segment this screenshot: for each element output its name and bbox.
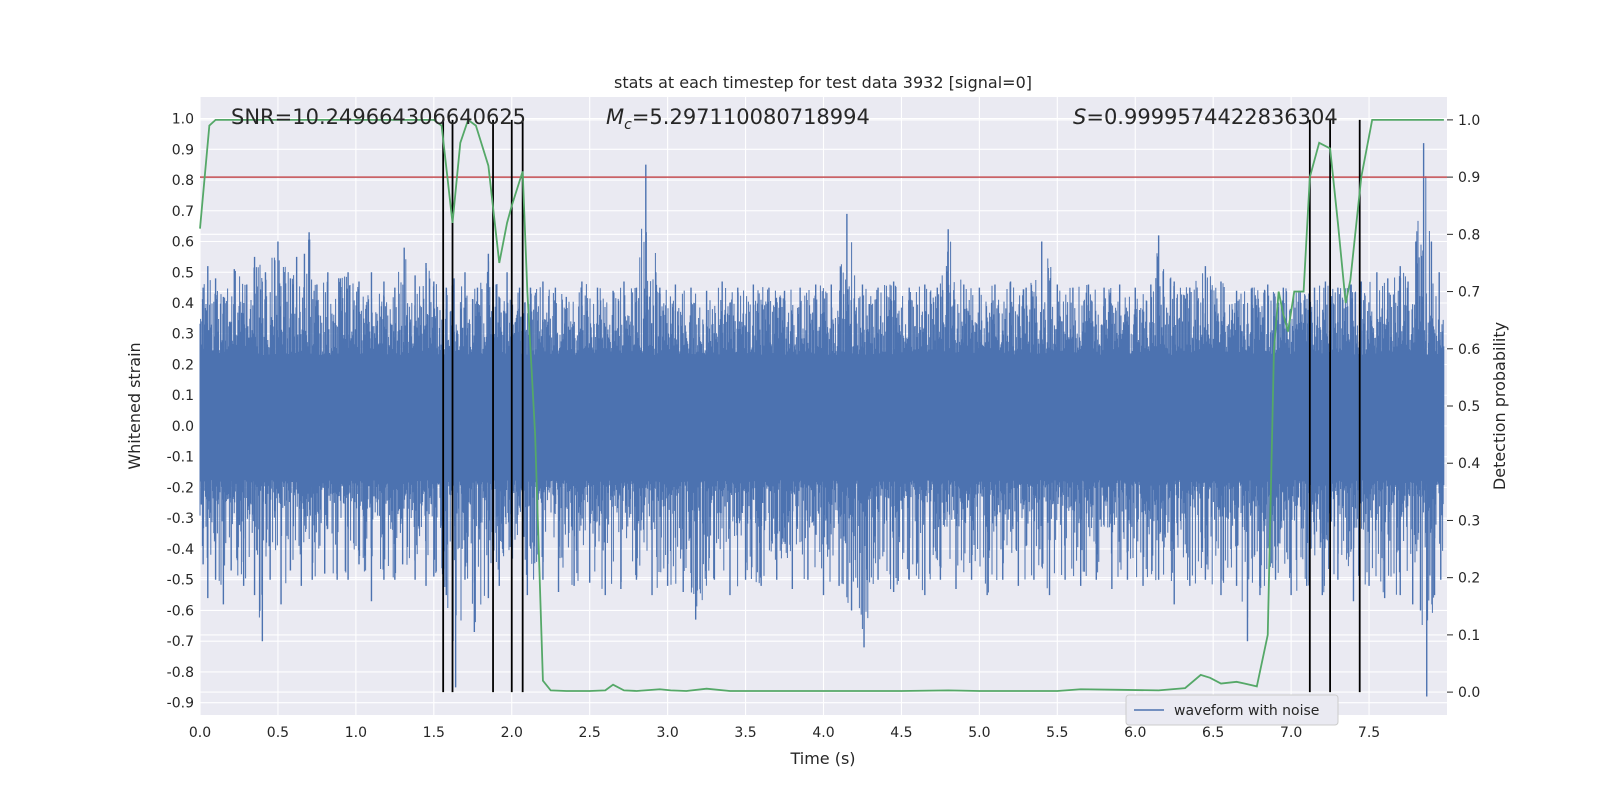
x-tick-label-6: 3.0 (656, 725, 678, 741)
y-tick-label-14: -0.4 (167, 542, 194, 558)
y-axis-label: Whitened strain (125, 342, 144, 469)
legend-label: waveform with noise (1174, 703, 1319, 719)
y-tick-label-7: 0.3 (172, 327, 194, 343)
x-tick-label-15: 7.5 (1358, 725, 1380, 741)
y-axis-ticks: 1.0 0.9 0.8 0.7 0.6 0.5 0.4 0.3 0.2 0.1 0.0 -0.1 -0.… (167, 112, 194, 712)
y-tick-label-5: 0.5 (172, 265, 194, 281)
y-tick-label-19: -0.9 (167, 696, 194, 712)
x-tick-label-10: 5.0 (968, 725, 990, 741)
y-tick-label-11: -0.1 (167, 450, 194, 466)
y2-tick-label-10: 0.0 (1458, 685, 1480, 701)
y-tick-label-6: 0.4 (172, 296, 194, 312)
y2-tick-label-0: 1.0 (1458, 113, 1480, 129)
y2-tick-label-9: 0.1 (1458, 628, 1480, 644)
legend-box (1125, 694, 1339, 726)
x-tick-label-3: 1.5 (423, 725, 445, 741)
chirp-mass-annotation: Mc=5.297110080718994 (606, 105, 870, 133)
chart-title: stats at each timestep for test data 393… (614, 73, 1032, 92)
y-tick-label-8: 0.2 (172, 357, 194, 373)
chirp-mass-symbol: M (606, 105, 624, 129)
chirp-mass-value: =5.297110080718994 (632, 105, 870, 129)
score-annotation: S=0.9999574422836304 (1073, 105, 1338, 129)
y2-tick-label-5: 0.5 (1458, 399, 1480, 415)
chirp-mass-subscript: c (624, 117, 632, 133)
y-tick-label-9: 0.1 (172, 388, 194, 404)
y-tick-label-3: 0.7 (172, 204, 194, 220)
y-tick-label-0: 1.0 (172, 112, 194, 128)
probability-series (199, 118, 1444, 692)
y2-tick-label-2: 0.8 (1458, 227, 1480, 243)
x-tick-label-7: 3.5 (734, 725, 756, 741)
x-axis-ticks: 0.0 0.5 1.0 1.5 2.0 2.5 3.0 3.5 4.0 4.5 5.0 5.5 6.0 6… (189, 725, 1380, 741)
y2-tick-label-1: 0.9 (1458, 170, 1480, 186)
y2-tick-label-3: 0.7 (1458, 285, 1480, 301)
y-tick-label-2: 0.8 (172, 173, 194, 189)
x-tick-label-8: 4.0 (812, 725, 834, 741)
y-tick-label-12: -0.2 (167, 480, 194, 496)
x-tick-label-2: 1.0 (345, 725, 367, 741)
x-tick-label-12: 6.0 (1124, 725, 1146, 741)
x-axis-label: Time (s) (789, 749, 855, 768)
y2-tick-label-6: 0.4 (1458, 456, 1480, 472)
x-tick-label-0: 0.0 (189, 725, 211, 741)
y2-tick-label-4: 0.6 (1458, 342, 1480, 358)
y-tick-label-16: -0.6 (167, 603, 194, 619)
x-tick-label-4: 2.0 (501, 725, 523, 741)
y2-tick-label-7: 0.3 (1458, 513, 1480, 529)
score-symbol: S (1073, 105, 1086, 129)
y2-axis-label: Detection probability (1490, 322, 1509, 490)
y-tick-label-10: 0.0 (172, 419, 194, 435)
x-tick-label-11: 5.5 (1046, 725, 1068, 741)
x-tick-label-5: 2.5 (579, 725, 601, 741)
y-tick-label-13: -0.3 (167, 511, 194, 527)
strain-noise-trace (199, 176, 1445, 641)
x-tick-label-1: 0.5 (267, 725, 289, 741)
y-tick-label-1: 0.9 (172, 142, 194, 158)
score-value: =0.9999574422836304 (1086, 105, 1337, 129)
x-tick-label-9: 4.5 (890, 725, 912, 741)
legend: waveform with noise (1125, 694, 1339, 726)
y-tick-label-17: -0.7 (167, 634, 194, 650)
strain-series (199, 143, 1445, 697)
y-tick-label-15: -0.5 (167, 573, 194, 589)
x-tick-label-14: 7.0 (1280, 725, 1302, 741)
y-tick-label-18: -0.8 (167, 665, 194, 681)
y2-axis-ticks: 1.0 0.9 0.8 0.7 0.6 0.5 0.4 0.3 0.2 0.1 0.0 (1447, 113, 1480, 701)
x-tick-label-13: 6.5 (1202, 725, 1224, 741)
snr-annotation: SNR=10.249664306640625 (231, 105, 526, 129)
y2-tick-label-8: 0.2 (1458, 571, 1480, 587)
probability-line (199, 118, 1444, 692)
y-tick-label-4: 0.6 (172, 235, 194, 251)
